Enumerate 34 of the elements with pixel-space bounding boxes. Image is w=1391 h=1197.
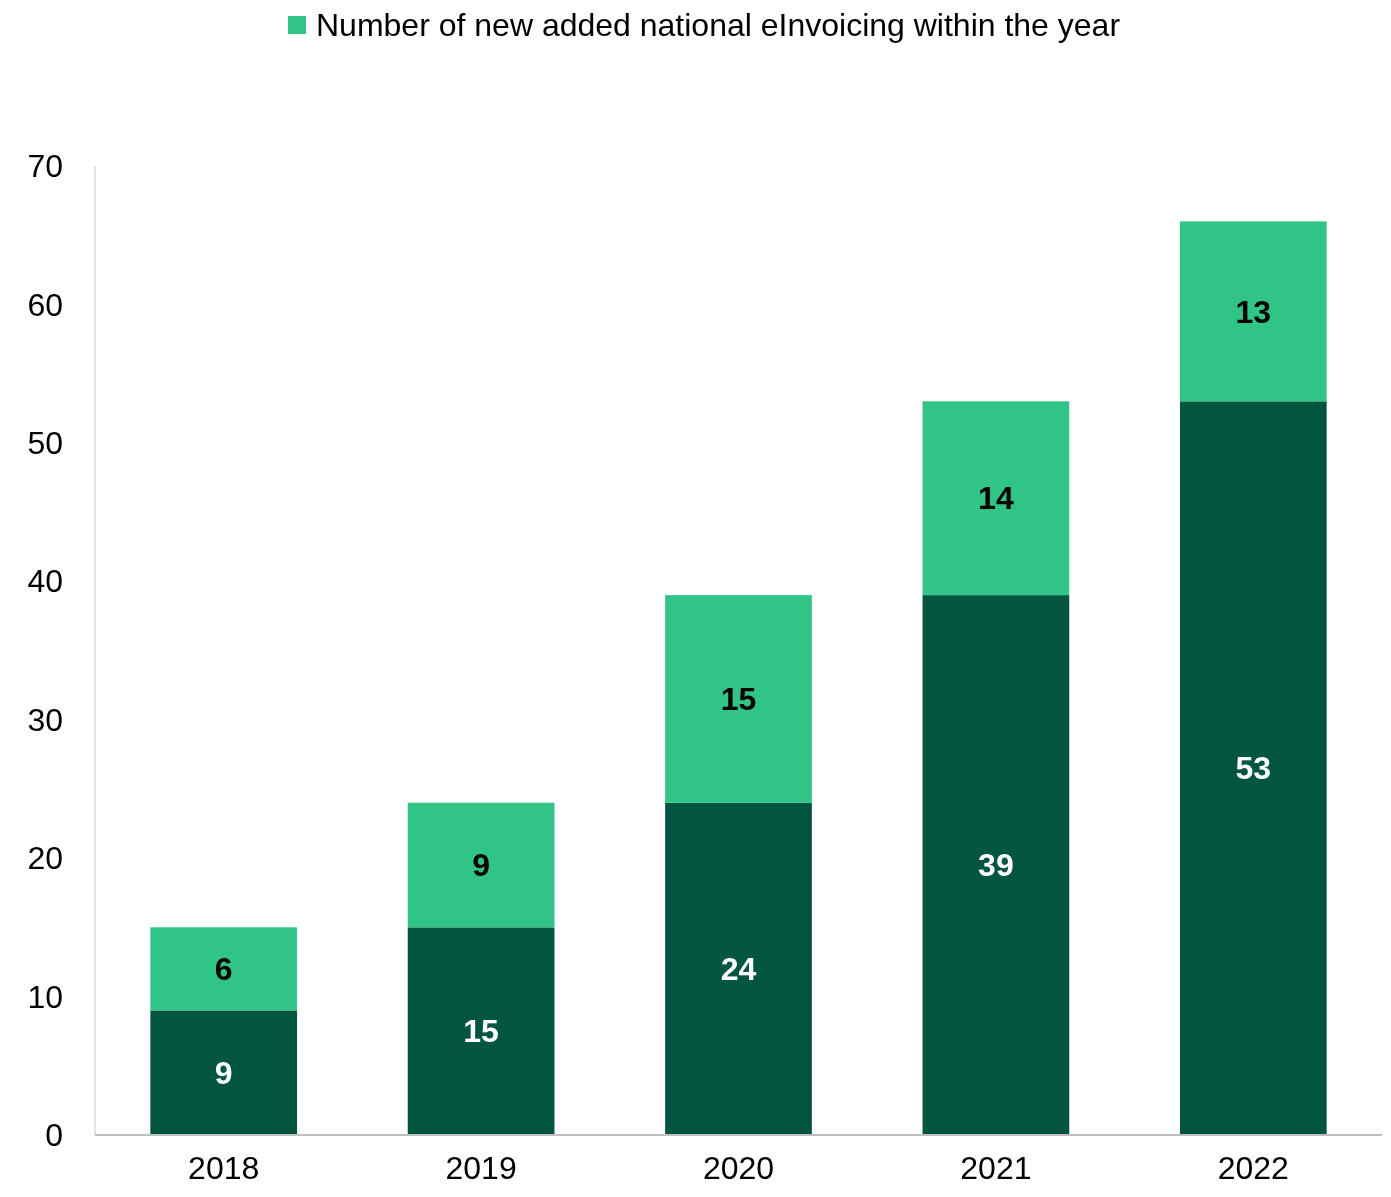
bar xyxy=(150,927,298,1011)
y-tick-label: 60 xyxy=(27,286,63,323)
data-label: 24 xyxy=(720,951,757,988)
y-tick-label: 70 xyxy=(27,148,63,185)
y-tick-label: 10 xyxy=(27,978,63,1015)
data-label: 39 xyxy=(978,847,1014,884)
bar xyxy=(922,401,1070,596)
bar xyxy=(150,1010,298,1135)
bar xyxy=(665,802,812,1135)
data-label: 9 xyxy=(214,1054,233,1091)
bar xyxy=(1179,401,1327,1135)
bar xyxy=(1179,221,1327,402)
x-tick-label: 2020 xyxy=(702,1150,775,1186)
legend-label: Number of new added national eInvoicing within the year xyxy=(316,7,1121,43)
y-tick-label: 40 xyxy=(27,563,63,600)
x-tick-label: 2021 xyxy=(960,1150,1032,1186)
y-tick-label: 0 xyxy=(45,1117,63,1154)
data-label: 6 xyxy=(214,951,233,988)
data-label: 9 xyxy=(472,847,490,884)
x-tick-label: 2019 xyxy=(445,1150,517,1186)
y-tick-label: 20 xyxy=(27,840,63,877)
data-label: 15 xyxy=(463,1013,499,1050)
data-label: 14 xyxy=(978,480,1014,517)
bar xyxy=(407,927,555,1135)
data-label: 13 xyxy=(1235,293,1272,330)
data-label: 53 xyxy=(1235,750,1272,787)
x-tick-label: 2018 xyxy=(188,1150,260,1186)
y-tick-label: 30 xyxy=(27,701,63,738)
y-tick-label: 50 xyxy=(27,425,63,462)
bar xyxy=(922,595,1070,1135)
bar xyxy=(665,595,812,803)
data-label: 15 xyxy=(720,681,757,718)
x-tick-label: 2022 xyxy=(1217,1150,1289,1186)
bar xyxy=(407,802,555,928)
